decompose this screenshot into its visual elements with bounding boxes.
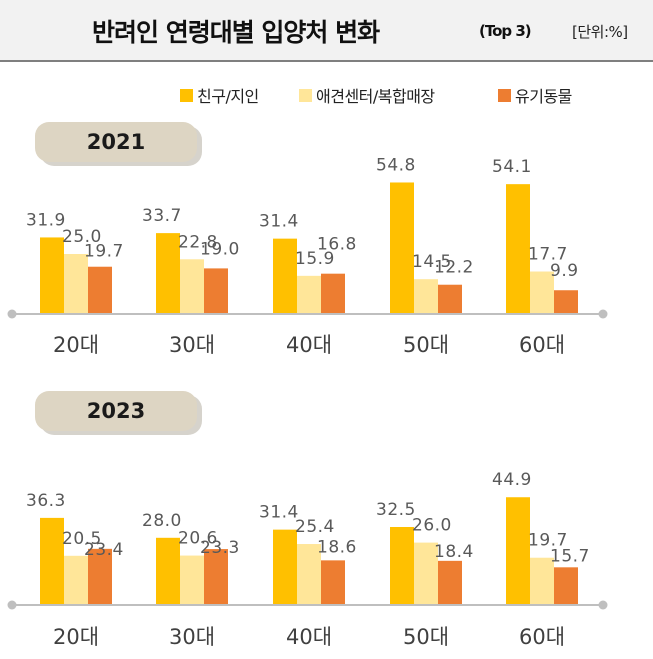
data-label-2021-0-2: 19.7 (84, 242, 124, 262)
bar-2023-4-2 (554, 567, 578, 605)
category-label-1: 30대 (169, 625, 215, 649)
bar-2023-2-2 (321, 560, 345, 605)
page-title: 반려인 연령대별 입양처 변화 (92, 18, 380, 47)
legend-swatch-petshop (299, 88, 312, 102)
bar-2023-2-0 (273, 529, 297, 605)
axis-end-dot-left (7, 600, 17, 610)
data-label-2021-2-2: 16.8 (317, 235, 357, 255)
year-badge-label: 2023 (87, 399, 145, 423)
bar-2021-3-1 (414, 279, 438, 314)
bar-2021-2-1 (297, 275, 321, 314)
bar-2021-3-0 (390, 182, 414, 314)
bar-2021-4-2 (554, 290, 578, 314)
data-label-2021-1-1: 22.8 (178, 232, 218, 252)
data-label-2023-0-1: 20.5 (62, 529, 102, 549)
bar-2021-0-2 (88, 266, 112, 314)
bar-2021-1-0 (156, 233, 180, 314)
title-subtitle: (Top 3) (479, 22, 532, 40)
bar-2021-2-2 (321, 273, 345, 314)
axis-end-dot-right (598, 600, 608, 610)
data-label-2023-2-1: 25.4 (295, 517, 335, 537)
category-label-2: 40대 (286, 625, 332, 649)
category-label-4: 60대 (519, 625, 565, 649)
data-label-2023-2-0: 31.4 (259, 503, 299, 523)
data-label-2021-0-1: 25.0 (62, 227, 102, 247)
data-label-2021-0-0: 31.9 (26, 210, 66, 230)
legend-item-shelter: 유기동물 (498, 84, 572, 106)
bar-2023-3-2 (438, 560, 462, 605)
axis-end-dot-left (7, 309, 17, 319)
bar-2021-4-0 (506, 184, 530, 314)
legend-label-shelter: 유기동물 (515, 87, 572, 106)
data-label-2021-4-1: 17.7 (528, 245, 568, 265)
data-label-2021-3-0: 54.8 (376, 155, 416, 175)
bar-2021-1-1 (180, 259, 204, 314)
bar-2023-0-1 (64, 555, 88, 605)
legend-swatch-shelter (498, 88, 511, 102)
data-label-2021-2-0: 31.4 (259, 212, 299, 232)
bar-2023-4-1 (530, 557, 554, 605)
data-label-2021-4-2: 9.9 (550, 261, 579, 281)
category-label-3: 50대 (403, 625, 449, 649)
data-label-2023-2-2: 18.6 (317, 537, 357, 557)
bar-2023-4-0 (506, 497, 530, 605)
data-label-2023-4-1: 19.7 (528, 531, 568, 551)
bar-2021-3-2 (438, 284, 462, 314)
category-label-4: 60대 (519, 333, 565, 357)
data-label-2023-4-0: 44.9 (492, 470, 532, 490)
bar-2021-0-1 (64, 254, 88, 314)
legend-swatch-friends (180, 88, 193, 102)
bar-2021-4-1 (530, 271, 554, 314)
data-label-2023-0-0: 36.3 (26, 491, 66, 511)
bar-2023-1-1 (180, 555, 204, 605)
category-label-3: 50대 (403, 333, 449, 357)
legend-label-friends: 친구/지인 (197, 87, 259, 106)
year-badge (35, 122, 197, 162)
data-label-2023-4-2: 15.7 (550, 546, 590, 566)
axis-end-dot-right (598, 309, 608, 319)
data-label-2023-3-2: 18.4 (434, 542, 474, 562)
data-label-2023-1-0: 28.0 (142, 511, 182, 531)
year-badge-label: 2021 (87, 130, 145, 154)
category-label-0: 20대 (53, 625, 99, 649)
data-label-2023-1-1: 20.6 (178, 529, 218, 549)
data-label-2021-2-1: 15.9 (295, 249, 335, 269)
bar-2021-1-2 (204, 268, 228, 314)
data-label-2021-3-2: 12.2 (434, 258, 474, 278)
bar-2023-0-2 (88, 548, 112, 605)
legend-item-petshop: 애견센터/복합매장 (299, 84, 435, 106)
year-badge (35, 391, 197, 431)
unit-label: [단위:%] (572, 23, 628, 41)
header-bar: 반려인 연령대별 입양처 변화 (Top 3) [단위:%] (0, 0, 653, 62)
legend-item-friends: 친구/지인 (180, 84, 259, 106)
data-label-2021-1-0: 33.7 (142, 206, 182, 226)
bar-2023-1-2 (204, 549, 228, 605)
data-label-2023-0-2: 23.4 (84, 540, 124, 560)
data-label-2021-4-0: 54.1 (492, 157, 532, 177)
bar-2021-0-0 (40, 237, 64, 314)
bar-2023-3-0 (390, 527, 414, 605)
bar-2023-1-0 (156, 537, 180, 605)
data-label-2023-3-1: 26.0 (412, 516, 452, 536)
bar-2023-3-1 (414, 542, 438, 605)
category-label-0: 20대 (53, 333, 99, 357)
data-label-2023-3-0: 32.5 (376, 500, 416, 520)
data-label-2021-1-2: 19.0 (200, 239, 240, 259)
bar-2021-2-0 (273, 238, 297, 314)
data-label-2021-3-1: 14.5 (412, 252, 452, 272)
category-label-2: 40대 (286, 333, 332, 357)
legend-label-petshop: 애견센터/복합매장 (316, 87, 435, 106)
category-label-1: 30대 (169, 333, 215, 357)
bar-2023-2-1 (297, 544, 321, 605)
data-label-2023-1-2: 23.3 (200, 538, 240, 558)
bar-2023-0-0 (40, 517, 64, 605)
